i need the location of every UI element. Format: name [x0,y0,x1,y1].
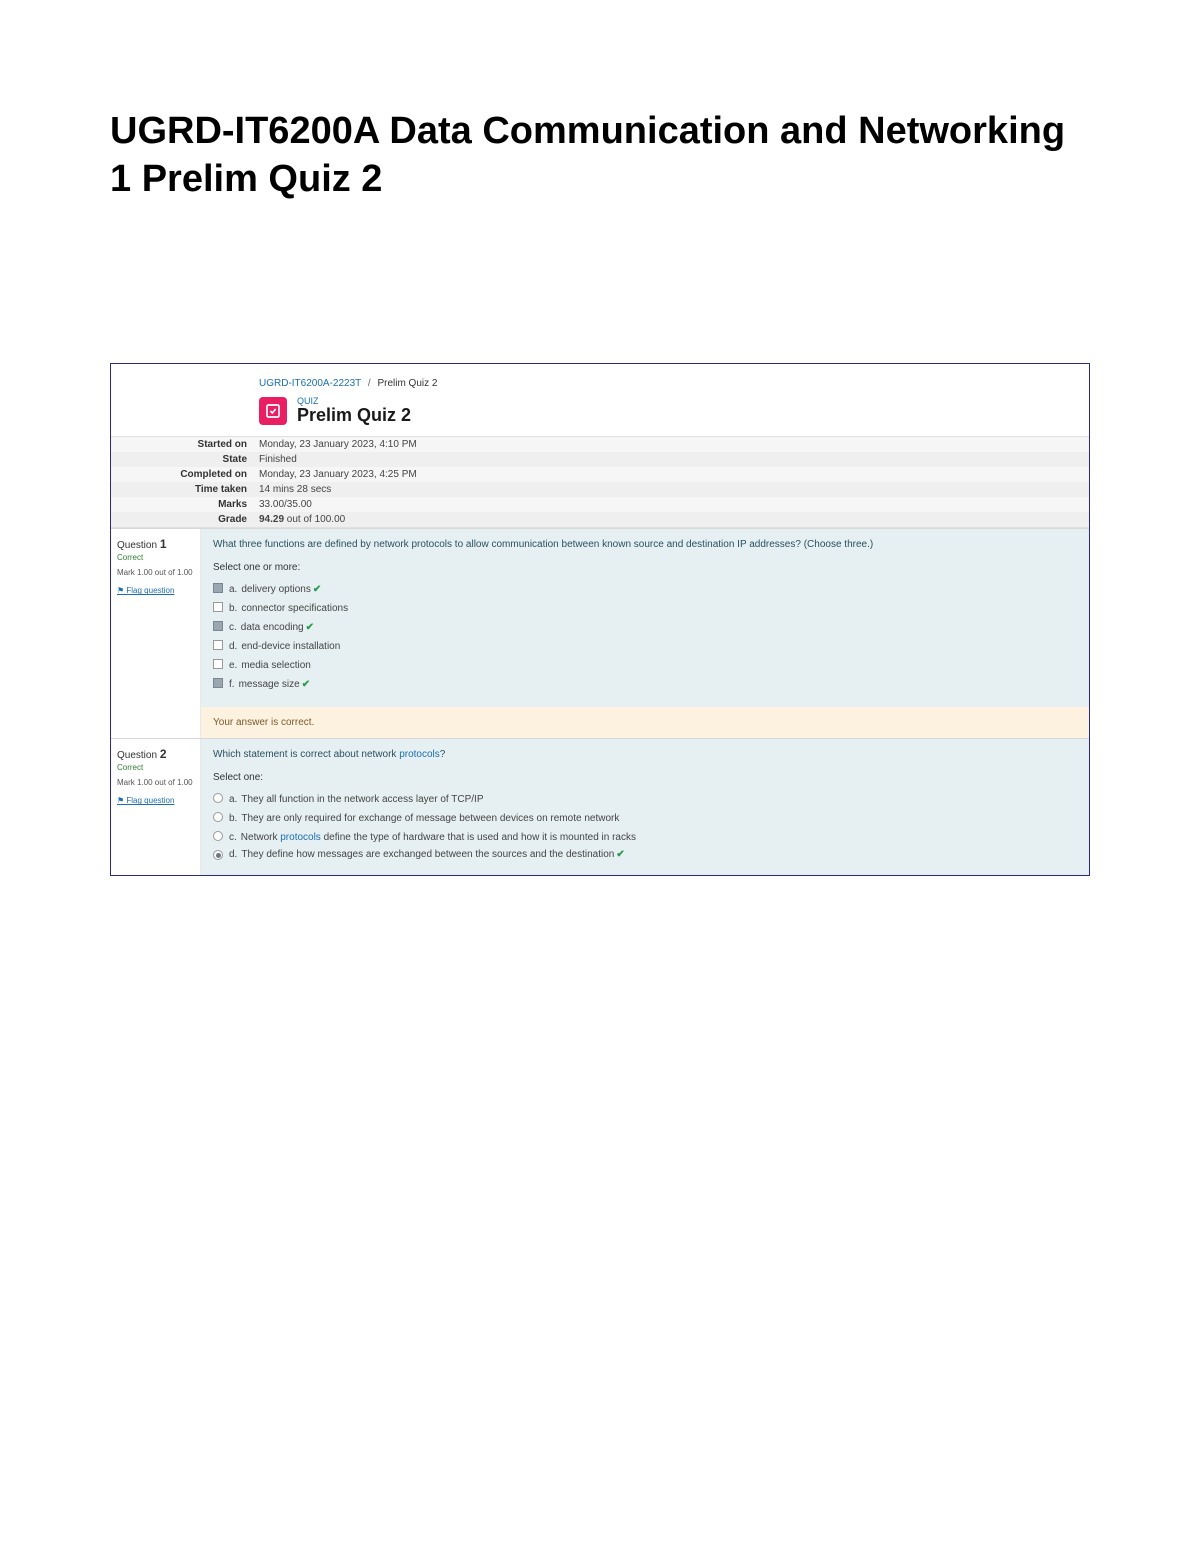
option-letter: a. [229,794,237,805]
question-text: Which statement is correct about network… [213,749,1077,760]
summary-row: State Finished [111,452,1089,467]
option-text: message size [239,679,300,690]
option-letter: b. [229,603,237,614]
summary-value: Monday, 23 January 2023, 4:25 PM [253,467,1089,482]
option-text: connector specifications [241,603,348,614]
question-block: Question 2 Correct Mark 1.00 out of 1.00… [111,738,1089,875]
summary-value: Finished [253,452,1089,467]
summary-value: 33.00/35.00 [253,497,1089,512]
radio-icon[interactable] [213,812,223,822]
option-item: b. They are only required for exchange of… [213,808,1077,827]
option-text: They define how messages are exchanged b… [241,849,614,860]
summary-value: Monday, 23 January 2023, 4:10 PM [253,436,1089,452]
page-title: UGRD-IT6200A Data Communication and Netw… [0,0,1200,203]
checkbox-icon[interactable] [213,621,223,631]
flag-question-link[interactable]: ⚑ Flag question [117,796,194,805]
link-word[interactable]: protocols [399,749,440,760]
option-letter: c. [229,832,237,843]
option-letter: c. [229,622,237,633]
summary-row: Time taken 14 mins 28 secs [111,482,1089,497]
question-status: Correct [117,763,194,772]
checkbox-icon[interactable] [213,583,223,593]
checkbox-icon[interactable] [213,640,223,650]
option-item: d. end-device installation [213,636,1077,655]
summary-label: Started on [111,436,253,452]
option-text: They are only required for exchange of m… [241,813,619,824]
option-item: b. connector specifications [213,598,1077,617]
summary-label: Marks [111,497,253,512]
checkmark-icon: ✔ [302,679,310,690]
summary-label: State [111,452,253,467]
option-text: media selection [241,660,310,671]
question-number: Question 2 [117,747,194,761]
summary-label: Grade [111,512,253,528]
radio-icon[interactable] [213,793,223,803]
question-number: Question 1 [117,537,194,551]
quiz-container: UGRD-IT6200A-2223T / Prelim Quiz 2 QUIZ … [110,363,1090,876]
option-letter: d. [229,641,237,652]
question-mark: Mark 1.00 out of 1.00 [117,568,194,578]
summary-label: Time taken [111,482,253,497]
breadcrumb-separator: / [368,378,371,389]
option-item: c. data encoding✔ [213,617,1077,636]
option-item: d. They define how messages are exchanged… [213,846,1077,863]
summary-row: Started on Monday, 23 January 2023, 4:10… [111,436,1089,452]
question-block: Question 1 Correct Mark 1.00 out of 1.00… [111,528,1089,738]
summary-value: 14 mins 28 secs [253,482,1089,497]
radio-icon[interactable] [213,850,223,860]
feedback-box: Your answer is correct. [201,707,1089,738]
radio-icon[interactable] [213,831,223,841]
question-content: What three functions are defined by netw… [201,529,1089,738]
question-text: What three functions are defined by netw… [213,539,1077,550]
question-status: Correct [117,553,194,562]
summary-row: Grade 94.29 out of 100.00 [111,512,1089,528]
question-info-panel: Question 1 Correct Mark 1.00 out of 1.00… [111,529,201,738]
option-item: c. Network protocols define the type of h… [213,827,1077,846]
option-item: f. message size✔ [213,674,1077,693]
checkbox-icon[interactable] [213,602,223,612]
select-instruction: Select one: [213,772,1077,783]
option-letter: f. [229,679,235,690]
option-list: a. They all function in the network acces… [213,789,1077,863]
option-text: Network protocols define the type of har… [241,832,636,843]
option-text: data encoding [241,622,304,633]
checkmark-icon: ✔ [313,584,321,595]
option-letter: b. [229,813,237,824]
option-item: a. delivery options✔ [213,579,1077,598]
option-letter: e. [229,660,237,671]
option-item: e. media selection [213,655,1077,674]
option-letter: d. [229,849,237,860]
quiz-title: Prelim Quiz 2 [297,406,411,426]
flag-question-link[interactable]: ⚑ Flag question [117,586,194,595]
summary-value: 94.29 out of 100.00 [253,512,1089,528]
breadcrumb-current: Prelim Quiz 2 [377,378,437,389]
summary-row: Marks 33.00/35.00 [111,497,1089,512]
option-list: a.delivery options✔ b.connector specific… [213,579,1077,693]
summary-row: Completed on Monday, 23 January 2023, 4:… [111,467,1089,482]
question-content: Which statement is correct about network… [201,739,1089,875]
checkbox-quiz-icon [259,397,287,425]
checkbox-icon[interactable] [213,678,223,688]
option-item: a. They all function in the network acces… [213,789,1077,808]
quiz-header: QUIZ Prelim Quiz 2 [111,395,1089,436]
breadcrumb-course-link[interactable]: UGRD-IT6200A-2223T [259,378,361,389]
breadcrumb: UGRD-IT6200A-2223T / Prelim Quiz 2 [111,364,1089,395]
option-text: end-device installation [241,641,340,652]
option-text: They all function in the network access … [241,794,483,805]
checkmark-icon: ✔ [306,622,314,633]
select-instruction: Select one or more: [213,562,1077,573]
question-mark: Mark 1.00 out of 1.00 [117,778,194,788]
summary-table: Started on Monday, 23 January 2023, 4:10… [111,436,1089,528]
link-word[interactable]: protocols [280,832,321,843]
summary-label: Completed on [111,467,253,482]
checkbox-icon[interactable] [213,659,223,669]
question-info-panel: Question 2 Correct Mark 1.00 out of 1.00… [111,739,201,875]
option-text: delivery options [241,584,310,595]
option-letter: a. [229,584,237,595]
checkmark-icon: ✔ [616,849,624,860]
